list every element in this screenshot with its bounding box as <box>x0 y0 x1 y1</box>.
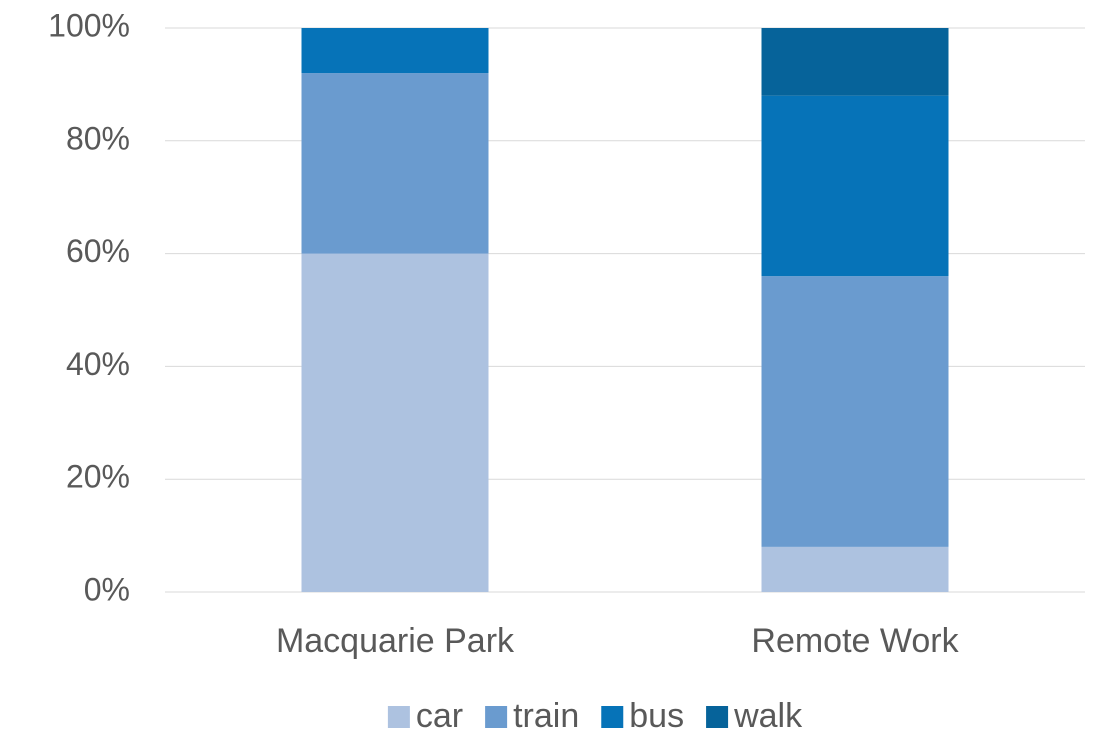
y-tick-label: 80% <box>66 120 130 156</box>
bar-segment <box>301 28 489 74</box>
x-tick-label: Macquarie Park <box>276 622 515 660</box>
legend-swatch <box>601 706 624 728</box>
y-tick-label: 60% <box>66 233 130 269</box>
bar-segment <box>761 95 949 277</box>
bar-segment <box>761 28 949 96</box>
bar-segment <box>301 73 489 254</box>
y-tick-label: 100% <box>48 7 130 43</box>
y-tick-label: 40% <box>66 346 130 382</box>
legend-label: train <box>513 697 579 731</box>
legend-swatch <box>485 706 508 728</box>
y-tick-label: 20% <box>66 459 130 495</box>
legend-swatch <box>387 706 410 728</box>
legend-label: walk <box>733 697 803 731</box>
legend-swatch <box>706 706 729 728</box>
x-tick-label: Remote Work <box>751 622 959 660</box>
legend-label: bus <box>629 697 684 731</box>
legend-label: car <box>416 697 463 731</box>
bar-segment <box>761 276 949 547</box>
y-tick-label: 0% <box>84 571 130 607</box>
bar-segment <box>301 253 489 592</box>
bar-segment <box>761 546 949 592</box>
